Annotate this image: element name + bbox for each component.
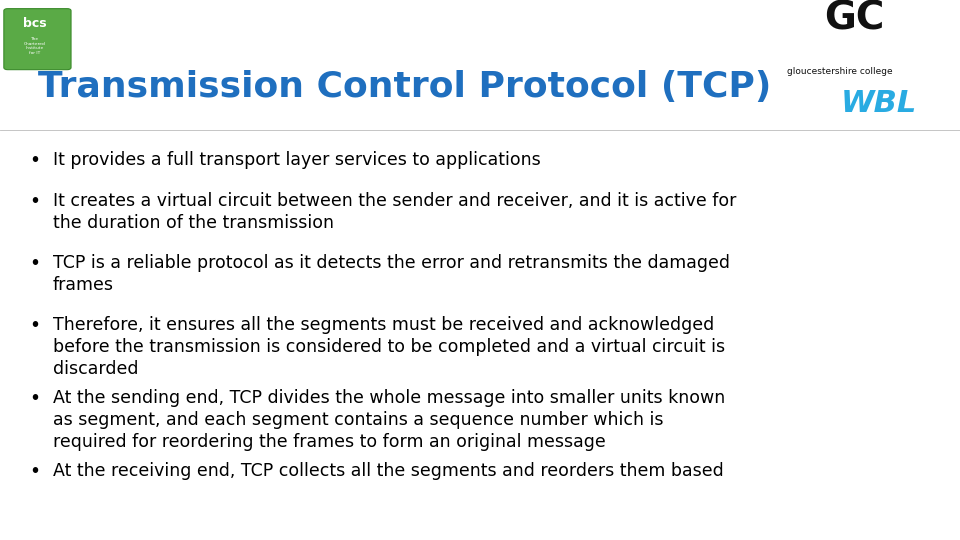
Text: bcs: bcs: [23, 17, 46, 30]
Text: •: •: [29, 192, 40, 211]
Text: WBL: WBL: [840, 89, 917, 118]
Text: TCP is a reliable protocol as it detects the error and retransmits the damaged
f: TCP is a reliable protocol as it detects…: [53, 254, 730, 294]
FancyBboxPatch shape: [4, 9, 71, 70]
Text: •: •: [29, 389, 40, 408]
Text: •: •: [29, 254, 40, 273]
Text: It provides a full transport layer services to applications: It provides a full transport layer servi…: [53, 151, 540, 169]
Text: Therefore, it ensures all the segments must be received and acknowledged
before : Therefore, it ensures all the segments m…: [53, 316, 725, 379]
Text: GC: GC: [825, 0, 884, 38]
Text: At the receiving end, TCP collects all the segments and reorders them based: At the receiving end, TCP collects all t…: [53, 462, 724, 480]
Text: At the sending end, TCP divides the whole message into smaller units known
as se: At the sending end, TCP divides the whol…: [53, 389, 725, 451]
Text: •: •: [29, 316, 40, 335]
Text: The
Chartered
Institute
for IT: The Chartered Institute for IT: [24, 37, 45, 55]
Text: Transmission Control Protocol (TCP): Transmission Control Protocol (TCP): [38, 70, 772, 104]
Text: •: •: [29, 151, 40, 170]
Text: gloucestershire college: gloucestershire college: [787, 68, 893, 77]
Text: •: •: [29, 462, 40, 481]
Text: It creates a virtual circuit between the sender and receiver, and it is active f: It creates a virtual circuit between the…: [53, 192, 736, 232]
